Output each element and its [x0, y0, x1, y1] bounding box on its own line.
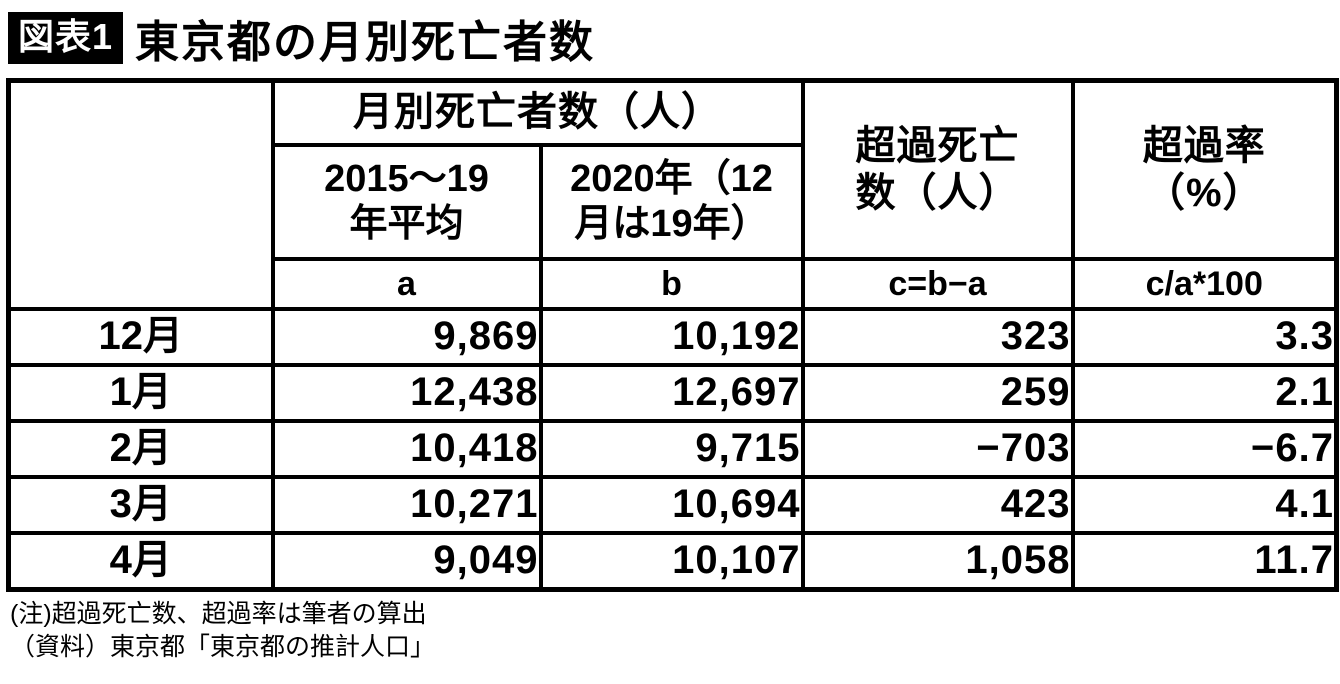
- excess-deaths-cell: 259: [800, 363, 1075, 423]
- excess-deaths-cell: −703: [800, 419, 1075, 479]
- var-b-label: b: [538, 257, 805, 311]
- table-row-february: 2月 10,418 9,715 −703 −6.7: [6, 419, 1339, 479]
- avg-deaths-cell: 12,438: [270, 363, 543, 423]
- avg-deaths-cell: 10,271: [270, 475, 543, 535]
- excess-deaths-cell: 323: [800, 307, 1075, 367]
- excess-rate-cell: 4.1: [1070, 475, 1339, 535]
- col-a-header: 2015～19 年平均: [270, 143, 543, 261]
- figure-title: 東京都の月別死亡者数: [135, 18, 596, 67]
- excess-rate-cell: 3.3: [1070, 307, 1339, 367]
- table-row-april: 4月 9,049 10,107 1,058 11.7: [6, 531, 1339, 591]
- excess-rate-cell: 2.1: [1070, 363, 1339, 423]
- footnotes: (注)超過死亡数、超過率は筆者の算出 （資料）東京都「東京都の推計人口」: [10, 598, 1334, 666]
- corner-empty-cell: [6, 78, 275, 311]
- excess-rate-cell: −6.7: [1070, 419, 1339, 479]
- excess-rate-cell: 11.7: [1070, 531, 1339, 591]
- note-source: （資料）東京都「東京都の推計人口」: [10, 633, 436, 662]
- month-cell: 12月: [6, 307, 275, 367]
- excess-deaths-header: 超過死亡 数（人）: [800, 78, 1075, 261]
- deaths-2020-cell: 10,694: [538, 475, 805, 535]
- deaths-2020-cell: 10,192: [538, 307, 805, 367]
- var-rate-label: c/a*100: [1070, 257, 1339, 311]
- month-cell: 1月: [6, 363, 275, 423]
- avg-deaths-cell: 9,869: [270, 307, 543, 367]
- excess-deaths-cell: 1,058: [800, 531, 1075, 591]
- avg-deaths-cell: 10,418: [270, 419, 543, 479]
- figure-number-badge: 図表1: [8, 12, 124, 64]
- table-row-december: 12月 9,869 10,192 323 3.3: [6, 307, 1339, 367]
- table-row-march: 3月 10,271 10,694 423 4.1: [6, 475, 1339, 535]
- month-cell: 4月: [6, 531, 275, 591]
- deaths-2020-cell: 10,107: [538, 531, 805, 591]
- var-a-label: a: [270, 257, 543, 311]
- avg-deaths-cell: 9,049: [270, 531, 543, 591]
- excess-rate-header: 超過率 （%）: [1070, 78, 1339, 261]
- col-b-header: 2020年（12 月は19年）: [538, 143, 805, 261]
- monthly-deaths-group-header: 月別死亡者数（人）: [270, 78, 805, 147]
- var-c-label: c=b−a: [800, 257, 1075, 311]
- month-cell: 3月: [6, 475, 275, 535]
- table-row-january: 1月 12,438 12,697 259 2.1: [6, 363, 1339, 423]
- figure-title-row: 図表1 東京都の月別死亡者数: [8, 10, 1334, 67]
- excess-deaths-cell: 423: [800, 475, 1075, 535]
- monthly-deaths-table: 月別死亡者数（人） 超過死亡 数（人） 超過率 （%） 2015～19 年平均 …: [6, 78, 1339, 592]
- note-calculation: (注)超過死亡数、超過率は筆者の算出: [10, 599, 427, 628]
- deaths-2020-cell: 9,715: [538, 419, 805, 479]
- deaths-2020-cell: 12,697: [538, 363, 805, 423]
- month-cell: 2月: [6, 419, 275, 479]
